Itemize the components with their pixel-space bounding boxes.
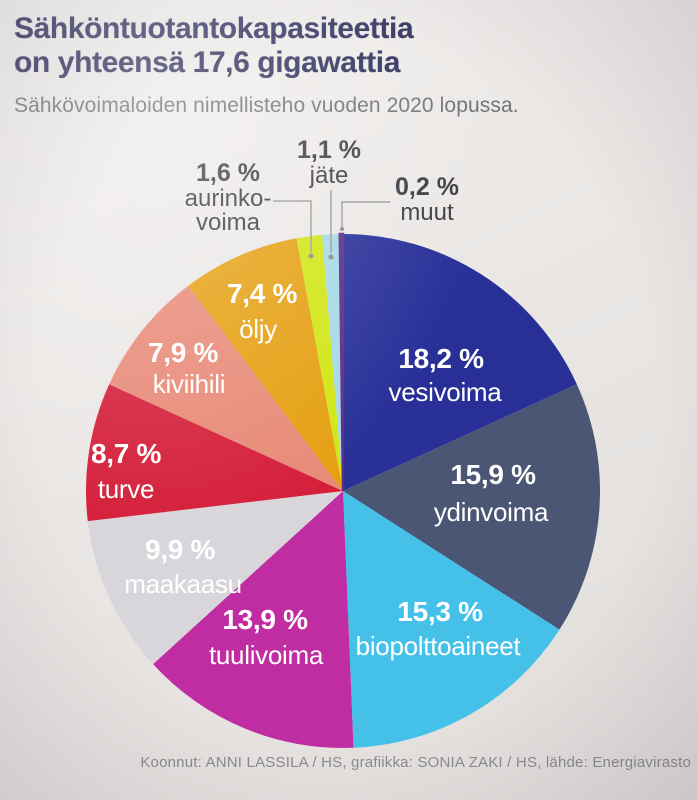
pie-label-name-maakaasu: maakaasu [124,569,242,599]
pie-label-name-tuulivoima: tuulivoima [209,640,324,670]
pie-slice-maakaasu [87,491,343,665]
page-title: Sähköntuotantokapasiteettia on yhteensä … [14,12,654,80]
pie-inside-labels: 18,2 %vesivoima 15,9 % ydinvoima 15,3 % biop… [91,278,549,670]
callout-aurinkovoima-word2: voima [195,209,261,236]
pie-slice-öljy [188,238,343,491]
pie-label-pct-turve: 8,7 % [91,438,162,469]
leader-line-aurinkovoima [273,200,312,252]
pie-slice-tuulivoima [153,491,354,749]
page-title-line1: Sähköntuotantokapasiteettia [14,12,414,45]
pie-label-pct-vesivoima: 18,2 % [398,343,484,374]
credits: Koonnut: ANNI LASSILA / HS, grafiikka: S… [140,754,691,771]
pie-slice-vesivoima [343,234,577,491]
header: Sähköntuotantokapasiteettia on yhteensä … [14,12,654,118]
callout-muut: 0,2 % muut [367,174,487,225]
pie-slice-biopolttoaineet [343,491,560,748]
pie-slice-ydinvoima [343,384,601,630]
pie-label-pct-ydinvoima: 15,9 % [450,459,536,490]
pie-label-pct-öljy: 7,4 % [227,278,298,309]
leader-lines [273,190,390,260]
pie-label-name-turve: turve [98,474,154,504]
pie-label-pct-kiviihili: 7,9 % [148,337,219,368]
pie-label-name-vesivoima: vesivoima [389,377,503,407]
pie-label-pct-tuulivoima: 13,9 % [222,604,308,635]
callout-muut-word: muut [400,199,454,226]
pie-slice-turve [86,384,343,522]
callout-jate-word: jäte [309,162,349,189]
pie-label-name-öljy: öljy [239,314,277,344]
callout-jate-pct: 1,1 % [297,136,361,164]
pie-label-name-kiviihili: kiviihili [153,369,225,399]
callout-aurinkovoima-word1: aurinko- [184,185,272,212]
pie-slice-muut [338,232,345,492]
leader-line-muut [341,201,390,227]
callout-jate: 1,1 % jäte [269,137,389,188]
pie-label-name-biopolttoaineet: biopolttoaineet [356,631,522,661]
callout-aurinkovoima: 1,6 % aurinko- voima [143,160,313,235]
callout-aurinkovoima-pct: 1,6 % [196,159,260,187]
pie-slice-kiviihili [109,285,343,491]
pie-label-name-ydinvoima: ydinvoima [434,497,549,527]
pie-slice-jäte [322,234,343,491]
leader-dot-jate [328,254,334,260]
pie-slices [86,232,601,749]
pie-label-pct-biopolttoaineet: 15,3 % [397,596,483,627]
pie-label-pct-maakaasu: 9,9 % [145,534,216,565]
leader-dot-aurinkovoima [308,253,314,259]
page-title-line2: on yhteensä 17,6 gigawattia [14,46,400,79]
leader-dot-muut [340,227,344,231]
page-subtitle: Sähkövoimaloiden nimellisteho vuoden 202… [14,94,519,117]
callout-muut-pct: 0,2 % [395,173,459,201]
pie-slice-aurinkovoima [296,234,343,492]
